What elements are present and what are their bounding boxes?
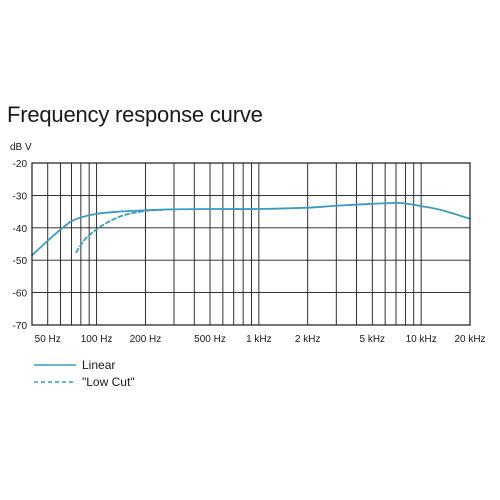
legend: Linear "Low Cut" — [34, 358, 135, 389]
y-tick-labels: -20 -30 -40 -50 -60 -70 — [13, 159, 28, 332]
x-tick-label: 500 Hz — [194, 334, 226, 345]
series-layer — [31, 201, 471, 257]
y-tick-label: -50 — [13, 256, 28, 267]
y-tick-label: -60 — [13, 289, 28, 300]
x-tick-label: 2 kHz — [295, 334, 321, 345]
plot-frame — [31, 162, 471, 326]
y-tick-label: -20 — [13, 159, 28, 170]
x-tick-label: 10 kHz — [406, 334, 437, 345]
y-tick-label: -70 — [13, 321, 28, 332]
y-tick-label: -40 — [13, 224, 28, 235]
series-line-low-cut — [75, 209, 163, 253]
chart-title: Frequency response curve — [7, 102, 263, 127]
minor-gridlines — [47, 163, 422, 325]
x-tick-label: 5 kHz — [360, 334, 386, 345]
x-tick-label: 50 Hz — [35, 334, 61, 345]
x-tick-label: 200 Hz — [130, 334, 162, 345]
legend-label: "Low Cut" — [82, 375, 135, 389]
y-tick-label: -30 — [13, 191, 28, 202]
x-tick-label: 20 kHz — [454, 334, 485, 345]
x-tick-label: 1 kHz — [246, 334, 272, 345]
series-line-linear — [31, 201, 471, 257]
y-axis-label: dB V — [10, 142, 32, 153]
x-tick-labels: 50 Hz 100 Hz 200 Hz 500 Hz 1 kHz 2 kHz 5 kHz 10… — [35, 334, 486, 345]
x-tick-label: 100 Hz — [81, 334, 113, 345]
legend-label: Linear — [82, 358, 115, 372]
